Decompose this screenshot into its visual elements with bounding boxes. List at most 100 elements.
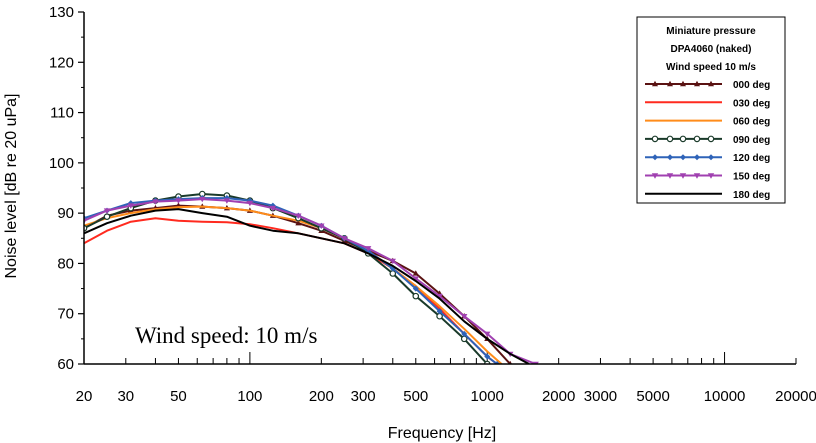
data-point [412, 292, 420, 300]
y-tick-label: 60 [57, 356, 74, 373]
y-axis-title: Noise level [dB re 20 uPa] [3, 94, 20, 279]
y-axis: 60 70 80 90 100 110 120 130 [49, 4, 84, 373]
data-point [412, 270, 419, 276]
y-tick-label: 110 [50, 105, 74, 122]
y-tick-label: 90 [57, 205, 74, 222]
legend-title-line-1: Miniature pressure [666, 26, 756, 37]
y-tick-label: 100 [49, 155, 74, 172]
data-point [651, 173, 659, 179]
y-tick-label: 120 [49, 54, 74, 71]
x-tick-label: 200 [309, 388, 334, 405]
series-line [84, 208, 530, 364]
legend-label: 150 deg [733, 172, 770, 183]
legend-item: 150 deg [645, 172, 770, 183]
data-point [708, 80, 714, 87]
data-point [652, 80, 658, 87]
legend-label: 060 deg [733, 117, 770, 128]
legend-box [636, 16, 786, 204]
legend-item: 060 deg [645, 117, 770, 128]
data-point [484, 353, 491, 360]
data-point [295, 220, 302, 226]
y-tick-label: 130 [49, 4, 74, 21]
data-point [508, 360, 512, 364]
data-point [84, 218, 88, 224]
x-tick-label: 50 [170, 388, 187, 405]
data-point [436, 308, 443, 315]
data-point [652, 154, 658, 161]
x-tick-label: 300 [351, 388, 376, 405]
data-point [679, 135, 687, 143]
x-tick-label: 10000 [704, 388, 746, 405]
data-point [295, 213, 302, 219]
data-point [389, 258, 396, 265]
x-tick-label: 20000 [775, 388, 816, 405]
chart-annotation: Wind speed: 10 m/s [135, 323, 317, 348]
data-point [693, 173, 701, 179]
x-tick-label: 1000 [471, 388, 504, 405]
data-point [269, 205, 277, 212]
x-tick-label: 20 [76, 388, 93, 405]
legend: Miniature pressure DPA4060 (naked) Wind … [636, 16, 786, 204]
data-point [389, 270, 397, 277]
legend-label: 180 deg [733, 190, 770, 201]
data-point [694, 80, 700, 87]
legend-label: 030 deg [733, 98, 770, 109]
legend-item: 120 deg [645, 153, 770, 164]
y-tick-label: 80 [57, 255, 74, 272]
data-point [667, 80, 673, 87]
legend-entries: 000 deg 030 deg 060 deg 090 deg 120 deg 150 d… [645, 80, 770, 201]
data-point [680, 80, 686, 87]
data-point [651, 135, 659, 143]
legend-item: 180 deg [645, 190, 770, 201]
data-point [707, 135, 715, 143]
data-point [461, 314, 468, 320]
data-point [680, 154, 686, 161]
data-point [694, 154, 700, 161]
data-point [484, 331, 491, 338]
data-point [103, 208, 111, 214]
data-point [708, 154, 714, 161]
series-line [84, 198, 537, 364]
data-point [666, 135, 674, 143]
x-axis-title: Frequency [Hz] [388, 425, 496, 442]
data-point [341, 236, 348, 242]
data-point [412, 276, 419, 282]
x-tick-label: 500 [403, 388, 428, 405]
x-tick-label: 3000 [584, 388, 617, 405]
data-point [127, 203, 135, 209]
series-180-deg [84, 208, 530, 364]
x-tick-label: 5000 [636, 388, 669, 405]
legend-item: 030 deg [645, 98, 770, 109]
data-point [175, 198, 182, 204]
data-point [436, 293, 443, 300]
legend-label: 090 deg [733, 135, 770, 146]
data-point [693, 135, 701, 143]
data-point [152, 199, 159, 205]
data-point [461, 330, 468, 337]
data-point [246, 200, 254, 207]
legend-item: 090 deg [645, 135, 770, 146]
data-point [436, 312, 443, 320]
data-point [666, 173, 674, 179]
y-tick-label: 70 [57, 306, 74, 323]
data-point [364, 246, 372, 252]
series-layer [84, 190, 539, 364]
legend-title-line-2: DPA4060 (naked) [671, 44, 752, 55]
data-point [412, 285, 419, 292]
data-point [103, 213, 111, 220]
x-axis: 20 30 50 100 200 300 500 1000 2000 3000 5000 10000 2… [76, 352, 816, 405]
x-tick-label: 30 [117, 388, 134, 405]
legend-title-line-3: Wind speed 10 m/s [666, 62, 756, 73]
data-point [199, 196, 206, 203]
data-point [707, 173, 715, 179]
legend-label: 120 deg [733, 153, 770, 164]
x-tick-label: 100 [237, 388, 262, 405]
legend-label: 000 deg [733, 80, 770, 91]
data-point [318, 223, 325, 229]
plot-area: 20 30 50 100 200 300 500 1000 2000 3000 5000 10000 2… [49, 4, 816, 405]
data-point [223, 198, 231, 204]
legend-item: 000 deg [645, 80, 770, 91]
data-point [679, 173, 687, 179]
x-tick-label: 2000 [542, 388, 575, 405]
